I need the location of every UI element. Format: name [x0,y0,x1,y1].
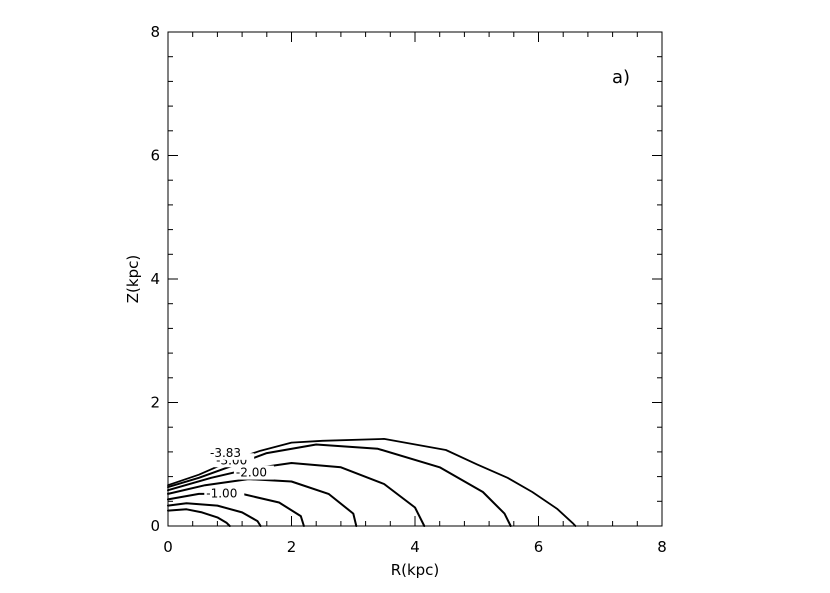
x-tick-label: 0 [163,538,173,556]
contour-label-bg [233,465,274,480]
x-tick-label: 2 [287,538,297,556]
contour-line [167,492,305,527]
contour-level-label: -3.83 [210,446,241,460]
x-tick-label: 4 [410,538,420,556]
y-tick-label: 8 [150,23,160,41]
y-tick-label: 4 [150,270,160,288]
contour-line [167,508,231,527]
contour-line [167,443,512,527]
contour-labels: -1.00-2.00-3.00-3.83 [204,445,274,501]
x-tick-label: 6 [534,538,544,556]
contour-level-label: -1.00 [206,487,237,501]
contour-level-label: -2.00 [236,466,267,480]
panel-label: a) [612,67,630,88]
y-tick-label: 6 [150,147,160,165]
axis-ticks [167,31,663,527]
tick-labels: 0 2 4 6 8 0 2 4 6 8 [150,23,666,556]
y-tick-label: 0 [150,517,160,535]
contour-label-bg [204,486,245,501]
contour-line [167,478,358,527]
y-tick-label: 2 [150,394,160,412]
contour-line [167,462,426,527]
x-tick-label: 8 [657,538,667,556]
x-axis-label: R(kpc) [391,561,440,579]
contour-line [167,502,262,527]
contour-label-bg [207,445,248,460]
y-axis-label: Z(kpc) [124,255,142,303]
